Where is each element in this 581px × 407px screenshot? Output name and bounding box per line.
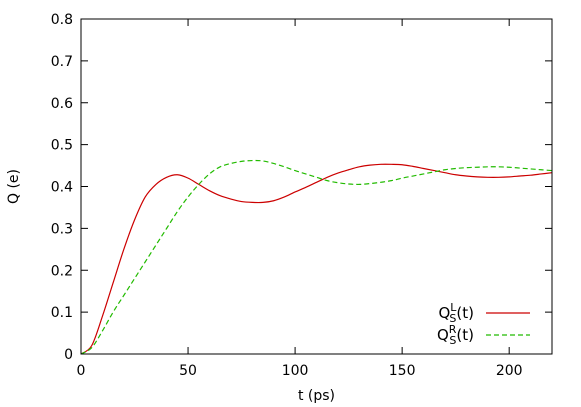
y-tick-label: 0.4 [51, 180, 73, 196]
y-tick-label: 0.7 [51, 54, 73, 70]
legend: QL S(t)QR S(t) [437, 301, 530, 347]
legend-entry: QL S(t) [438, 301, 530, 325]
x-tick-label: 50 [179, 363, 197, 379]
legend-entry: QR S(t) [437, 323, 530, 347]
x-tick-label: 150 [389, 363, 416, 379]
y-tick-label: 0.1 [51, 305, 73, 321]
x-axis-label: t (ps) [298, 388, 335, 404]
tick-labels: 0 50 100 150 200 0 0.1 0.2 0.3 0.4 0.5 0.6 0.7 0.8 [51, 12, 523, 379]
plot-frame [80, 18, 553, 355]
legend-label: QR S(t) [437, 323, 474, 347]
y-tick-label: 0 [64, 347, 73, 363]
x-tick-label: 100 [282, 363, 309, 379]
y-tick-label: 0.8 [51, 12, 73, 28]
series-line-q-s-l [80, 163, 553, 355]
series-lines [80, 159, 553, 355]
y-axis-label: Q (e) [6, 169, 22, 204]
y-tick-label: 0.6 [51, 96, 73, 112]
series-line-q-s-r [80, 159, 553, 355]
y-tick-label: 0.3 [51, 221, 73, 237]
y-tick-label: 0.2 [51, 263, 73, 279]
x-tick-label: 0 [77, 363, 86, 379]
y-tick-label: 0.5 [51, 138, 73, 154]
legend-label: QL S(t) [438, 301, 474, 325]
x-tick-label: 200 [496, 363, 523, 379]
